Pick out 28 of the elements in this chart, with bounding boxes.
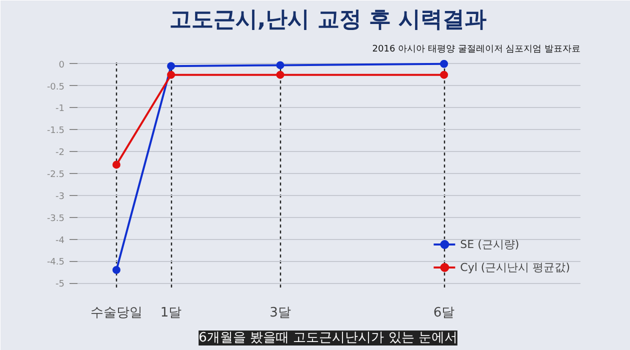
chart-title: 고도근시,난시 교정 후 시력결과 bbox=[169, 8, 487, 32]
x-tick-label: 6달 bbox=[433, 306, 455, 320]
point bbox=[112, 266, 120, 274]
point bbox=[112, 160, 120, 169]
y-tick-label: -1 bbox=[56, 104, 65, 114]
y-tick-label: -5 bbox=[56, 280, 65, 290]
y-tick-label: -4 bbox=[56, 236, 65, 246]
legend-label: Cyl (근시난시 평균값) bbox=[460, 260, 570, 274]
text: 2016 아시아 태평양 굴절레이저 심포지엄 발표자료 bbox=[372, 44, 581, 54]
y-tick-label: -3.5 bbox=[46, 214, 64, 224]
point bbox=[440, 70, 448, 79]
y-tick-label: -0.5 bbox=[46, 82, 64, 92]
x-tick-label: 1달 bbox=[160, 306, 182, 320]
point bbox=[276, 61, 284, 70]
text: 6개월을 봤을때 고도근시난시가 있는 눈에서 bbox=[198, 330, 458, 346]
y-tick-label: -2.5 bbox=[46, 170, 64, 180]
point bbox=[167, 70, 176, 79]
x-tick-label: 수술당일 bbox=[90, 306, 142, 320]
y-tick-label: -3 bbox=[56, 192, 65, 202]
point bbox=[167, 62, 176, 70]
point bbox=[440, 60, 448, 68]
y-tick-label: 0 bbox=[58, 60, 65, 70]
y-tick-label: -1.5 bbox=[46, 126, 64, 136]
point bbox=[276, 70, 284, 79]
x-tick-label: 3달 bbox=[270, 306, 291, 320]
y-tick-label: -4.5 bbox=[46, 258, 64, 268]
legend-label: SE (근시량) bbox=[460, 236, 520, 252]
y-tick-label: -2 bbox=[56, 148, 65, 158]
